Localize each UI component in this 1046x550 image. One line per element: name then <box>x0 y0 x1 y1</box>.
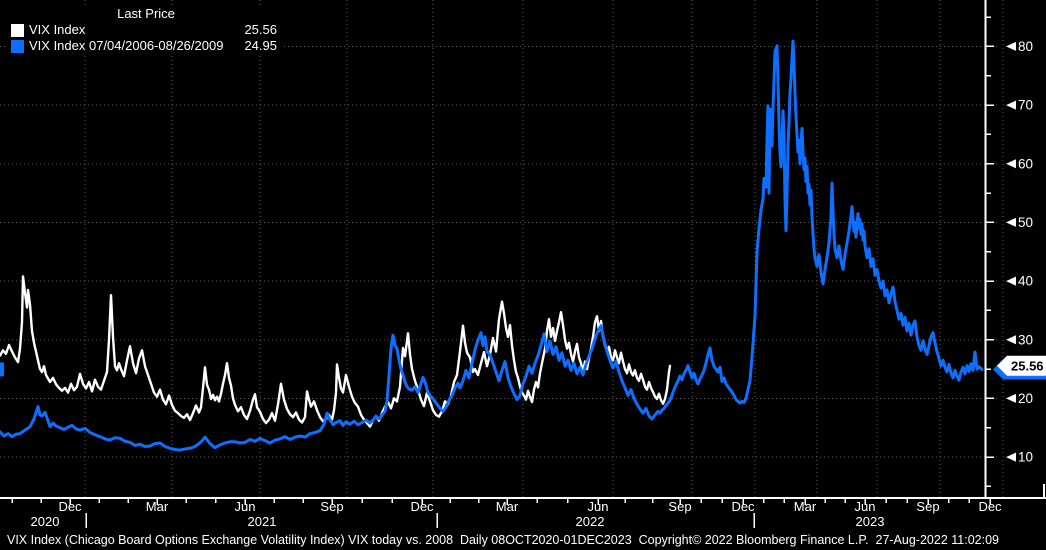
svg-text:Dec: Dec <box>731 499 755 514</box>
chart-description-text: VIX Index (Chicago Board Options Exchang… <box>7 533 999 547</box>
legend-row-vix-current[interactable]: VIX Index 25.56 <box>8 22 284 38</box>
svg-text:25.56: 25.56 <box>1011 358 1044 373</box>
svg-text:Sep: Sep <box>916 499 939 514</box>
svg-text:2022: 2022 <box>576 514 605 529</box>
legend-row-vix-2008[interactable]: VIX Index 07/04/2006-08/26/2009 24.95 <box>8 38 284 54</box>
svg-text:80: 80 <box>1018 39 1033 54</box>
legend-series-label: VIX Index 07/04/2006-08/26/2009 <box>29 38 224 53</box>
svg-text:Mar: Mar <box>794 499 817 514</box>
svg-text:20: 20 <box>1018 391 1033 406</box>
svg-text:Sep: Sep <box>320 499 343 514</box>
svg-text:Jun: Jun <box>855 499 876 514</box>
svg-text:Sep: Sep <box>668 499 691 514</box>
svg-text:Mar: Mar <box>146 499 169 514</box>
blue-series-swatch-icon <box>11 39 24 53</box>
white-series-swatch-icon <box>11 23 24 37</box>
svg-text:2023: 2023 <box>856 514 885 529</box>
chart-footer-bar: VIX Index (Chicago Board Options Exchang… <box>0 531 1046 550</box>
svg-text:50: 50 <box>1018 215 1033 230</box>
svg-text:Dec: Dec <box>58 499 82 514</box>
svg-text:Dec: Dec <box>410 499 434 514</box>
legend-title: Last Price <box>117 6 175 21</box>
svg-text:Mar: Mar <box>496 499 519 514</box>
chart-legend: Last Price VIX Index 25.56 VIX Index 07/… <box>8 5 284 56</box>
svg-text:10: 10 <box>1018 450 1033 465</box>
legend-series-label: VIX Index <box>29 22 86 37</box>
svg-text:Jun: Jun <box>235 499 256 514</box>
svg-text:70: 70 <box>1018 98 1033 113</box>
svg-text:2021: 2021 <box>248 514 277 529</box>
svg-text:Dec: Dec <box>978 499 1002 514</box>
svg-text:Jun: Jun <box>588 499 609 514</box>
svg-text:60: 60 <box>1018 156 1033 171</box>
svg-text:40: 40 <box>1018 274 1033 289</box>
legend-series-value: 24.95 <box>244 38 277 53</box>
svg-text:30: 30 <box>1018 332 1033 347</box>
svg-text:2020: 2020 <box>31 514 60 529</box>
last-price-tag <box>997 355 1046 376</box>
legend-series-value: 25.56 <box>244 22 277 37</box>
